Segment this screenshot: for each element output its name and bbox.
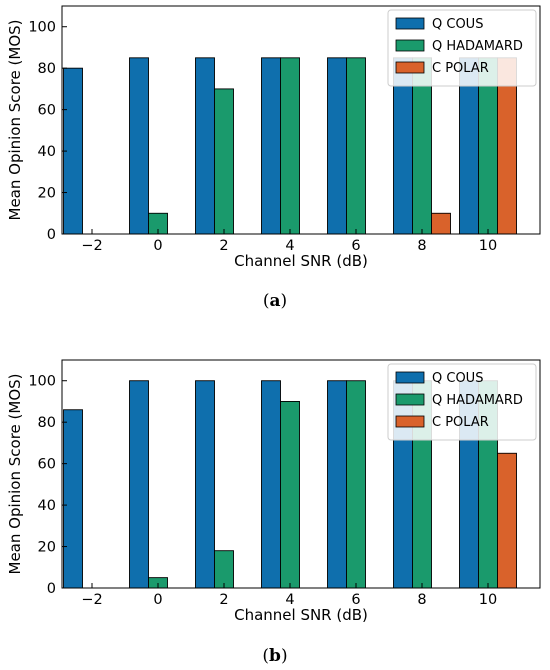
x-tick-label: 8	[417, 238, 426, 254]
x-tick-label: 4	[285, 238, 294, 254]
bar-q-hadamard-3	[280, 57, 300, 235]
y-tick-label: 80	[38, 61, 56, 77]
legend-entry: C POLAR	[432, 61, 489, 76]
y-tick-label: 0	[47, 581, 56, 597]
x-tick-label: 2	[219, 238, 228, 254]
bar-q-hadamard-4	[346, 380, 366, 589]
bar-q-cous-4	[327, 380, 347, 589]
legend: Q COUS Q HADAMARD C POLAR	[387, 363, 537, 441]
legend: Q COUS Q HADAMARD C POLAR	[387, 9, 537, 87]
legend-entry: C POLAR	[432, 415, 489, 430]
legend-entry: Q COUS	[432, 371, 483, 386]
legend-box	[387, 363, 537, 441]
plot-frame	[61, 5, 541, 235]
x-axis-label: Channel SNR (dB)	[234, 606, 368, 624]
plot-frame	[61, 359, 541, 589]
bar-q-hadamard-4	[346, 57, 366, 235]
bar-c-polar-5	[431, 212, 451, 235]
y-tick-label: 40	[38, 144, 56, 160]
y-tick-label: 40	[38, 498, 56, 514]
bar-q-hadamard-2	[214, 550, 234, 589]
bar-q-cous-2	[195, 380, 215, 589]
legend-swatch	[395, 61, 425, 74]
x-tick-label: 4	[285, 592, 294, 608]
bar-q-cous-2	[195, 57, 215, 235]
x-tick-label: 6	[351, 592, 360, 608]
x-tick-label: 8	[417, 592, 426, 608]
panel-caption: (b)	[262, 646, 287, 666]
x-tick-label: −2	[81, 592, 102, 608]
x-tick-label: −2	[81, 238, 102, 254]
y-tick-label: 20	[38, 186, 56, 202]
y-axis-label: Mean Opinion Score (MOS)	[6, 19, 24, 220]
y-tick-label: 60	[38, 103, 56, 119]
x-tick-label: 10	[479, 592, 497, 608]
x-tick-label: 6	[351, 238, 360, 254]
x-tick-label: 2	[219, 592, 228, 608]
y-tick-label: 20	[38, 540, 56, 556]
y-tick-label: 60	[38, 457, 56, 473]
legend-entry: Q COUS	[432, 17, 483, 32]
y-tick-label: 0	[47, 227, 56, 243]
legend-swatch	[395, 39, 425, 52]
legend-entry: Q HADAMARD	[432, 393, 523, 408]
legend-entry: Q HADAMARD	[432, 39, 523, 54]
bar-q-cous-4	[327, 57, 347, 235]
y-tick-label: 100	[28, 20, 56, 36]
x-tick-label: 10	[479, 238, 497, 254]
x-tick-label: 0	[153, 592, 162, 608]
legend-swatch	[395, 371, 425, 384]
legend-swatch	[395, 393, 425, 406]
x-tick-label: 0	[153, 238, 162, 254]
x-axis-label: Channel SNR (dB)	[234, 252, 368, 270]
legend-swatch	[395, 415, 425, 428]
y-tick-label: 80	[38, 415, 56, 431]
y-tick-label: 100	[28, 374, 56, 390]
bar-q-hadamard-3	[280, 401, 300, 589]
panel-caption: (a)	[263, 291, 287, 311]
bar-q-cous-0	[63, 409, 83, 589]
bar-c-polar-6	[497, 452, 517, 589]
legend-box	[387, 9, 537, 87]
bar-q-cous-3	[261, 57, 281, 235]
bar-q-cous-3	[261, 380, 281, 589]
y-axis-label: Mean Opinion Score (MOS)	[6, 373, 24, 574]
bar-q-hadamard-2	[214, 88, 234, 235]
legend-swatch	[395, 17, 425, 30]
bar-q-cous-1	[129, 380, 149, 589]
bar-q-cous-1	[129, 57, 149, 235]
